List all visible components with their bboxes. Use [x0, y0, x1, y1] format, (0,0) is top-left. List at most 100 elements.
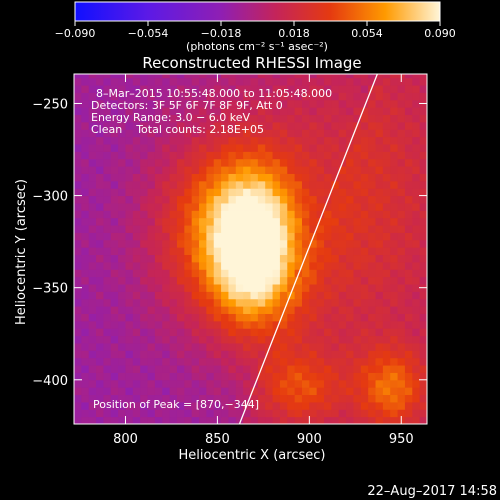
heatmap-cell	[184, 77, 193, 86]
heatmap-cell	[404, 350, 413, 359]
heatmap-cell	[287, 387, 296, 396]
heatmap-cell	[316, 328, 325, 337]
heatmap-cell	[88, 85, 97, 93]
heatmap-cell	[360, 166, 369, 174]
heatmap-cell	[382, 254, 391, 263]
heatmap-cell	[294, 180, 303, 189]
heatmap-cell	[309, 365, 318, 373]
heatmap-cell	[412, 350, 421, 359]
heatmap-cell	[279, 188, 288, 197]
heatmap-cell	[176, 254, 185, 263]
heatmap-cell	[382, 77, 391, 86]
heatmap-cell	[228, 92, 237, 101]
heatmap-cell	[154, 180, 163, 189]
heatmap-cell	[118, 298, 126, 307]
heatmap-cell	[110, 77, 119, 86]
heatmap-cell	[331, 372, 340, 381]
x-tick-label: 850	[205, 432, 230, 447]
heatmap-cell	[176, 129, 185, 138]
heatmap-cell	[81, 114, 90, 123]
heatmap-cell	[390, 401, 399, 410]
heatmap-cell	[397, 129, 406, 138]
heatmap-cell	[353, 416, 362, 424]
heatmap-cell	[96, 269, 104, 278]
heatmap-cell	[390, 74, 399, 79]
heatmap-cell	[154, 320, 163, 329]
heatmap-cell	[279, 144, 288, 152]
heatmap-cell	[382, 276, 391, 285]
heatmap-cell	[118, 74, 126, 79]
heatmap-cell	[235, 151, 244, 160]
heatmap-cell	[154, 335, 163, 344]
heatmap-cell	[125, 180, 134, 189]
heatmap-cell	[184, 239, 193, 248]
heatmap-cell	[169, 92, 178, 101]
heatmap-cell	[235, 180, 244, 189]
heatmap-cell	[147, 320, 156, 329]
heatmap-cell	[375, 298, 384, 307]
heatmap-cell	[228, 394, 237, 403]
heatmap-cell	[272, 239, 281, 248]
heatmap-cell	[213, 394, 222, 403]
heatmap-cell	[140, 180, 149, 189]
heatmap-cell	[279, 357, 288, 366]
heatmap-cell	[162, 121, 171, 130]
heatmap-cell	[176, 180, 185, 189]
heatmap-cell	[81, 357, 90, 366]
heatmap-cell	[390, 291, 399, 300]
heatmap-cell	[228, 202, 237, 211]
heatmap-cell	[382, 144, 391, 152]
heatmap-cell	[309, 239, 318, 248]
heatmap-cell	[346, 77, 354, 86]
heatmap-cell	[287, 239, 296, 248]
heatmap-cell	[140, 328, 149, 337]
heatmap-cell	[419, 92, 427, 101]
heatmap-cell	[324, 416, 332, 424]
heatmap-cell	[243, 357, 251, 366]
heatmap-cell	[390, 129, 399, 138]
heatmap-cell	[338, 254, 347, 263]
heatmap-cell	[301, 306, 310, 314]
heatmap-cell	[235, 114, 244, 123]
heatmap-cell	[235, 342, 244, 351]
heatmap-cell	[419, 136, 427, 145]
heatmap-cell	[272, 77, 281, 86]
heatmap-cell	[191, 77, 200, 86]
heatmap-cell	[324, 313, 332, 322]
heatmap-cell	[140, 232, 149, 241]
heatmap-cell	[110, 387, 119, 396]
heatmap-cell	[147, 269, 156, 278]
heatmap-cell	[132, 306, 141, 314]
heatmap-cell	[74, 202, 82, 211]
heatmap-cell	[272, 365, 281, 373]
heatmap-cell	[368, 129, 377, 138]
heatmap-cell	[375, 158, 384, 167]
heatmap-cell	[243, 298, 251, 307]
heatmap-cell	[287, 232, 296, 241]
heatmap-cell	[338, 195, 347, 204]
heatmap-cell	[404, 342, 413, 351]
heatmap-cell	[118, 107, 126, 116]
heatmap-cell	[331, 416, 340, 424]
heatmap-cell	[162, 291, 171, 300]
heatmap-cell	[228, 247, 237, 256]
heatmap-cell	[368, 387, 377, 396]
heatmap-cell	[228, 121, 237, 130]
heatmap-cell	[265, 107, 274, 116]
heatmap-cell	[301, 365, 310, 373]
heatmap-cell	[221, 291, 229, 300]
heatmap-cell	[140, 166, 149, 174]
heatmap-cell	[324, 342, 332, 351]
heatmap-cell	[250, 114, 259, 123]
heatmap-cell	[279, 328, 288, 337]
heatmap-cell	[360, 335, 369, 344]
heatmap-cell	[375, 394, 384, 403]
heatmap-cell	[110, 342, 119, 351]
heatmap-cell	[118, 92, 126, 101]
heatmap-cell	[221, 328, 229, 337]
heatmap-cell	[287, 320, 296, 329]
heatmap-cell	[257, 372, 266, 381]
heatmap-cell	[191, 158, 200, 167]
heatmap-cell	[324, 74, 332, 79]
heatmap-cell	[257, 85, 266, 93]
